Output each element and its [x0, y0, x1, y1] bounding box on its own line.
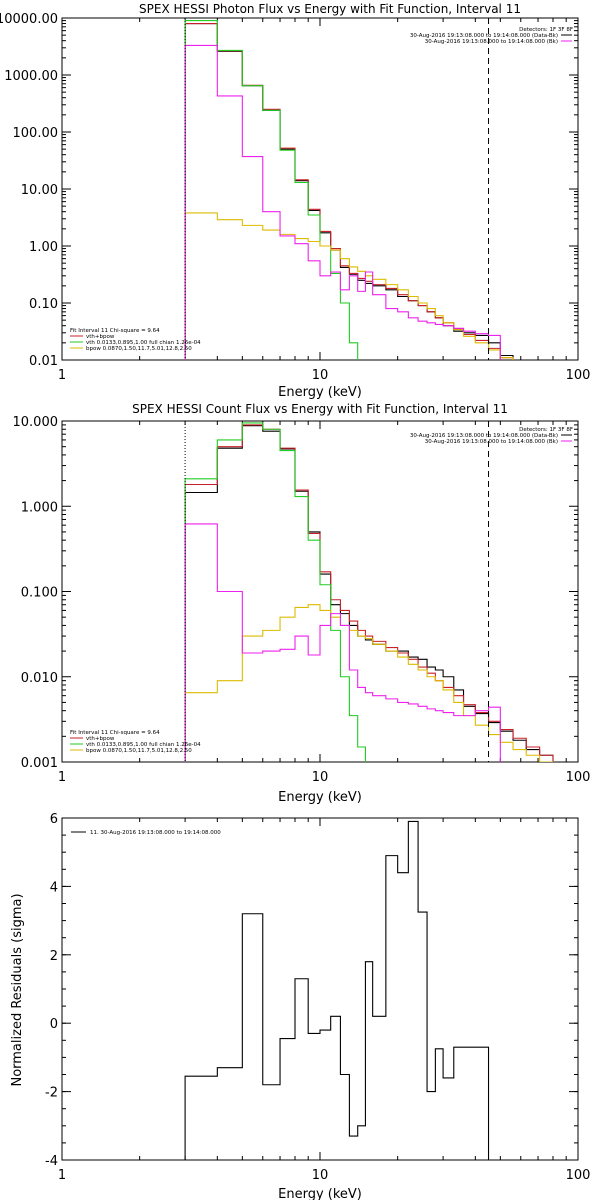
residuals-x-tick-label: 100 [566, 1168, 591, 1183]
count-x-tick-label: 1 [58, 770, 66, 785]
residuals-y-tick-label: 0 [50, 1017, 58, 1032]
photon-y-tick-label: 10000.00 [0, 12, 58, 27]
photon-plot-frame [61, 17, 579, 361]
residuals-panel: 1 10 100 -4 -2 0 2 4 6 11. 30-Aug-2016 19:13:08.… [10, 812, 590, 1200]
photon-series-bpow [184, 212, 514, 360]
count-series-bk [184, 523, 501, 762]
count-flux-panel: SPEX HESSI Count Flux vs Energy with Fit… [13, 402, 591, 805]
photon-series-vth [184, 20, 359, 360]
residuals-x-axis-label: Energy (keV) [278, 1187, 362, 1200]
count-y-tick-label: 10.000 [13, 415, 59, 430]
count-legend-top: Detectors: 1F 3F 8F 30-Aug-2016 19:13:08… [410, 427, 573, 445]
residuals-legend: 11. 30-Aug-2016 19:13:08.000 to 19:14:08… [71, 830, 221, 836]
residuals-y-tick-label: 2 [50, 949, 58, 964]
residuals-y-tick-label: 4 [50, 880, 58, 895]
count-series-data-bk [184, 425, 554, 762]
residuals-y-axis-label: Normalized Residuals (sigma) [10, 893, 25, 1086]
photon-x-axis-label: Energy (keV) [278, 385, 362, 400]
count-legend-entry-0: 30-Aug-2016 19:13:08.000 to 19:14:08.000… [410, 433, 558, 439]
residuals-y-tick-label: -2 [45, 1086, 58, 1101]
photon-legend-entry-1: 30-Aug-2016 19:13:08.000 to 19:14:08.000… [425, 39, 558, 45]
residuals-series [184, 820, 490, 1160]
photon-fit-entry-2: bpow 0.0870,1.50,11.7,5.01,12.8,2.50 [86, 346, 192, 352]
count-series-vth [184, 422, 366, 762]
count-series [184, 422, 554, 762]
photon-legend-entry-0: 30-Aug-2016 19:13:08.000 to 19:14:08.000… [410, 33, 558, 39]
photon-chart-title: SPEX HESSI Photon Flux vs Energy with Fi… [139, 2, 521, 16]
photon-y-tick-label: 1.00 [29, 240, 58, 255]
photon-x-tick-label: 1 [58, 368, 66, 383]
photon-ticks: 1 10 100 0.01 0.10 1.00 10.00 100.00 1000.00 1000… [0, 12, 590, 383]
photon-fit-header: Fit Interval 11 Chi-square = 9.64 [70, 328, 160, 334]
photon-y-tick-label: 0.01 [29, 354, 58, 369]
count-series-bpow [184, 604, 554, 762]
photon-series [184, 20, 514, 360]
count-chart-title: SPEX HESSI Count Flux vs Energy with Fit… [132, 402, 508, 416]
count-legend-header: Detectors: 1F 3F 8F [519, 427, 573, 433]
count-y-tick-label: 0.100 [21, 586, 58, 601]
residuals-y-tick-label: -4 [45, 1154, 58, 1169]
photon-vlines [184, 18, 490, 360]
photon-flux-panel: SPEX HESSI Photon Flux vs Energy with Fi… [0, 2, 590, 400]
photon-y-tick-label: 100.00 [13, 126, 59, 141]
photon-x-tick-label: 100 [566, 368, 591, 383]
photon-legend-header: Detectors: 1F 3F 8F [519, 27, 573, 33]
photon-y-tick-label: 1000.00 [4, 69, 58, 84]
residuals-x-tick-label: 1 [58, 1168, 66, 1183]
residuals-plot-frame [61, 817, 579, 1161]
photon-axes [61, 17, 579, 361]
residuals-series-11 [184, 820, 490, 1160]
photon-x-tick-label: 10 [312, 368, 329, 383]
count-fit-entry-1: vth 0.0133,0.895,1.00 full chian 1.26e-0… [86, 742, 201, 748]
count-y-tick-label: 0.001 [21, 756, 58, 771]
count-x-tick-label: 10 [312, 770, 329, 785]
photon-legend-top: Detectors: 1F 3F 8F 30-Aug-2016 19:13:08… [410, 27, 573, 45]
count-fit-entry-2: bpow 0.0870,1.50,11.7,5.01,12.8,2.50 [86, 748, 192, 754]
count-y-tick-label: 0.010 [21, 671, 58, 686]
residuals-axes [61, 817, 579, 1161]
photon-legend-bottom: Fit Interval 11 Chi-square = 9.64 vth+bp… [70, 328, 201, 352]
count-series-vth-bpow [184, 424, 554, 762]
photon-fit-entry-0: vth+bpow [86, 334, 115, 340]
count-x-tick-label: 100 [566, 770, 591, 785]
count-fit-entry-0: vth+bpow [86, 736, 115, 742]
photon-series-bk [184, 44, 501, 360]
residuals-y-tick-label: 6 [50, 812, 58, 827]
count-legend-bottom: Fit Interval 11 Chi-square = 9.64 vth+bp… [70, 730, 201, 754]
residuals-legend-entry: 11. 30-Aug-2016 19:13:08.000 to 19:14:08… [90, 830, 221, 836]
photon-fit-entry-1: vth 0.0133,0.895,1.00 full chian 1.26e-0… [86, 340, 201, 346]
residuals-x-tick-label: 10 [312, 1168, 329, 1183]
residuals-ticks: 1 10 100 -4 -2 0 2 4 6 [45, 812, 590, 1183]
count-fit-header: Fit Interval 11 Chi-square = 9.64 [70, 730, 160, 736]
count-vlines [184, 421, 490, 762]
count-y-tick-label: 1.000 [21, 500, 58, 515]
photon-y-tick-label: 10.00 [21, 183, 58, 198]
count-x-axis-label: Energy (keV) [278, 790, 362, 805]
count-legend-entry-1: 30-Aug-2016 19:13:08.000 to 19:14:08.000… [425, 439, 558, 445]
photon-y-tick-label: 0.10 [29, 297, 58, 312]
